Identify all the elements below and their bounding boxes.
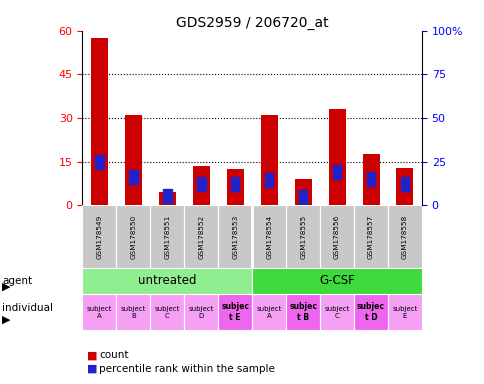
Bar [82,294,116,330]
Text: subjec
t E: subjec t E [221,303,249,322]
Bar [387,294,421,330]
Bar [163,189,171,203]
Text: subject
A: subject A [87,306,112,319]
Bar [218,294,252,330]
Text: GSM178554: GSM178554 [266,215,272,259]
Text: subject
B: subject B [121,306,146,319]
Bar [264,173,273,187]
Text: ▶: ▶ [2,315,11,325]
Text: GSM178550: GSM178550 [130,215,136,259]
Text: ■: ■ [87,350,98,360]
Bar [252,268,421,294]
Bar [362,154,378,205]
Text: individual: individual [2,303,53,313]
Bar [226,169,243,205]
Bar [286,294,319,330]
Bar [192,166,209,205]
Bar [91,38,107,205]
Text: count: count [99,350,129,360]
Bar [82,268,252,294]
Text: agent: agent [2,276,32,286]
Bar [129,170,137,184]
Bar [184,205,218,268]
Bar [353,205,387,268]
Bar [150,205,184,268]
Bar [400,177,408,190]
Text: subject
E: subject E [392,306,417,319]
Text: percentile rank within the sample: percentile rank within the sample [99,364,275,374]
Text: subject
A: subject A [256,306,281,319]
Bar [328,109,345,205]
Bar [319,205,353,268]
Bar [150,294,184,330]
Bar [184,294,218,330]
Bar [95,155,104,169]
Bar [294,179,311,205]
Bar [286,205,319,268]
Bar [353,294,387,330]
Text: subject
C: subject C [154,306,180,319]
Text: subjec
t D: subjec t D [356,303,384,322]
Bar [252,205,286,268]
Text: GSM178555: GSM178555 [300,215,305,259]
Bar [387,205,421,268]
Text: untreated: untreated [138,275,196,288]
Text: GSM178551: GSM178551 [164,215,170,259]
Bar [82,205,116,268]
Bar [125,115,141,205]
Bar [332,165,341,179]
Bar [298,190,307,204]
Text: ■: ■ [87,364,98,374]
Text: subjec
t B: subjec t B [288,303,317,322]
Bar [319,294,353,330]
Bar [395,167,412,205]
Bar [197,177,205,190]
Text: subject
D: subject D [188,306,213,319]
Text: ▶: ▶ [2,282,11,292]
Text: G-CSF: G-CSF [318,275,354,288]
Bar [116,294,150,330]
Text: subject
C: subject C [324,306,349,319]
Bar [218,205,252,268]
Title: GDS2959 / 206720_at: GDS2959 / 206720_at [176,16,328,30]
Bar [260,115,277,205]
Bar [116,205,150,268]
Text: GSM178558: GSM178558 [401,215,407,259]
Bar [252,294,286,330]
Text: GSM178552: GSM178552 [198,215,204,259]
Text: GSM178549: GSM178549 [96,215,102,259]
Bar [230,177,239,192]
Bar [366,172,375,186]
Bar [158,192,175,205]
Text: GSM178553: GSM178553 [232,215,238,259]
Text: GSM178556: GSM178556 [333,215,339,259]
Text: GSM178557: GSM178557 [367,215,373,259]
